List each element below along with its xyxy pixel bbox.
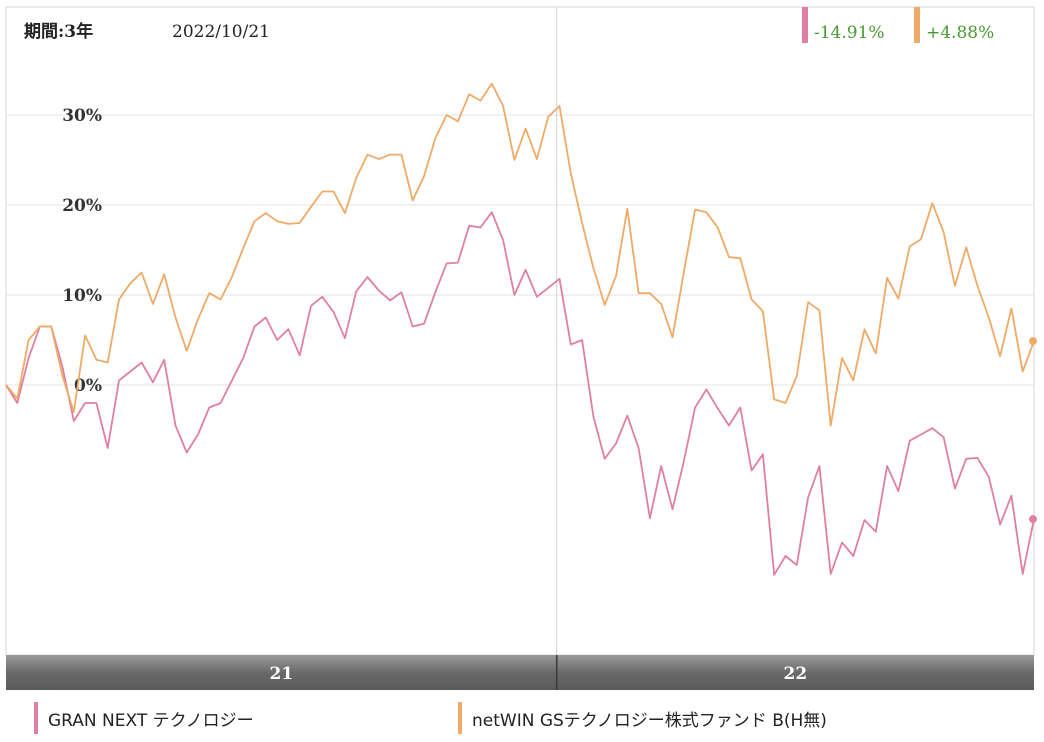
y-tick-label: 10% [62,286,102,306]
y-tick-labels: 0% 10% 20% 30% [62,106,102,396]
return-swatch-1 [914,7,920,43]
y-tick-label: 30% [62,106,102,126]
return-value-0: -14.91% [814,23,885,43]
legend-label-netwin: netWIN GSテクノロジー株式ファンド B(H無) [472,710,827,731]
x-axis-label: 22 [784,664,808,684]
series-lines [5,82,1037,576]
legend-item-netwin: netWIN GSテクノロジー株式ファンド B(H無) [458,700,827,736]
gridlines [6,114,1034,386]
date-label: 2022/10/21 [172,22,270,42]
x-axis-band: 21 22 [6,655,1034,690]
legend-item-gran-next: GRAN NEXT テクノロジー [34,700,254,736]
series-end-point-1 [1029,337,1037,346]
series-line-0 [5,211,1035,576]
y-tick-label: 20% [62,196,102,216]
return-swatch-0 [802,7,808,43]
return-value-1: +4.88% [926,23,994,43]
series-line-1 [5,82,1035,427]
legend-swatch-netwin [458,702,462,734]
period-label: 期間:3年 [24,21,93,42]
legend-swatch-gran-next [34,702,38,734]
series-end-point-0 [1029,515,1037,524]
y-tick-label: 0% [74,376,102,396]
x-axis-label: 21 [270,664,294,684]
x-axis-background [6,655,1034,690]
legend-label-gran-next: GRAN NEXT テクノロジー [48,710,254,731]
